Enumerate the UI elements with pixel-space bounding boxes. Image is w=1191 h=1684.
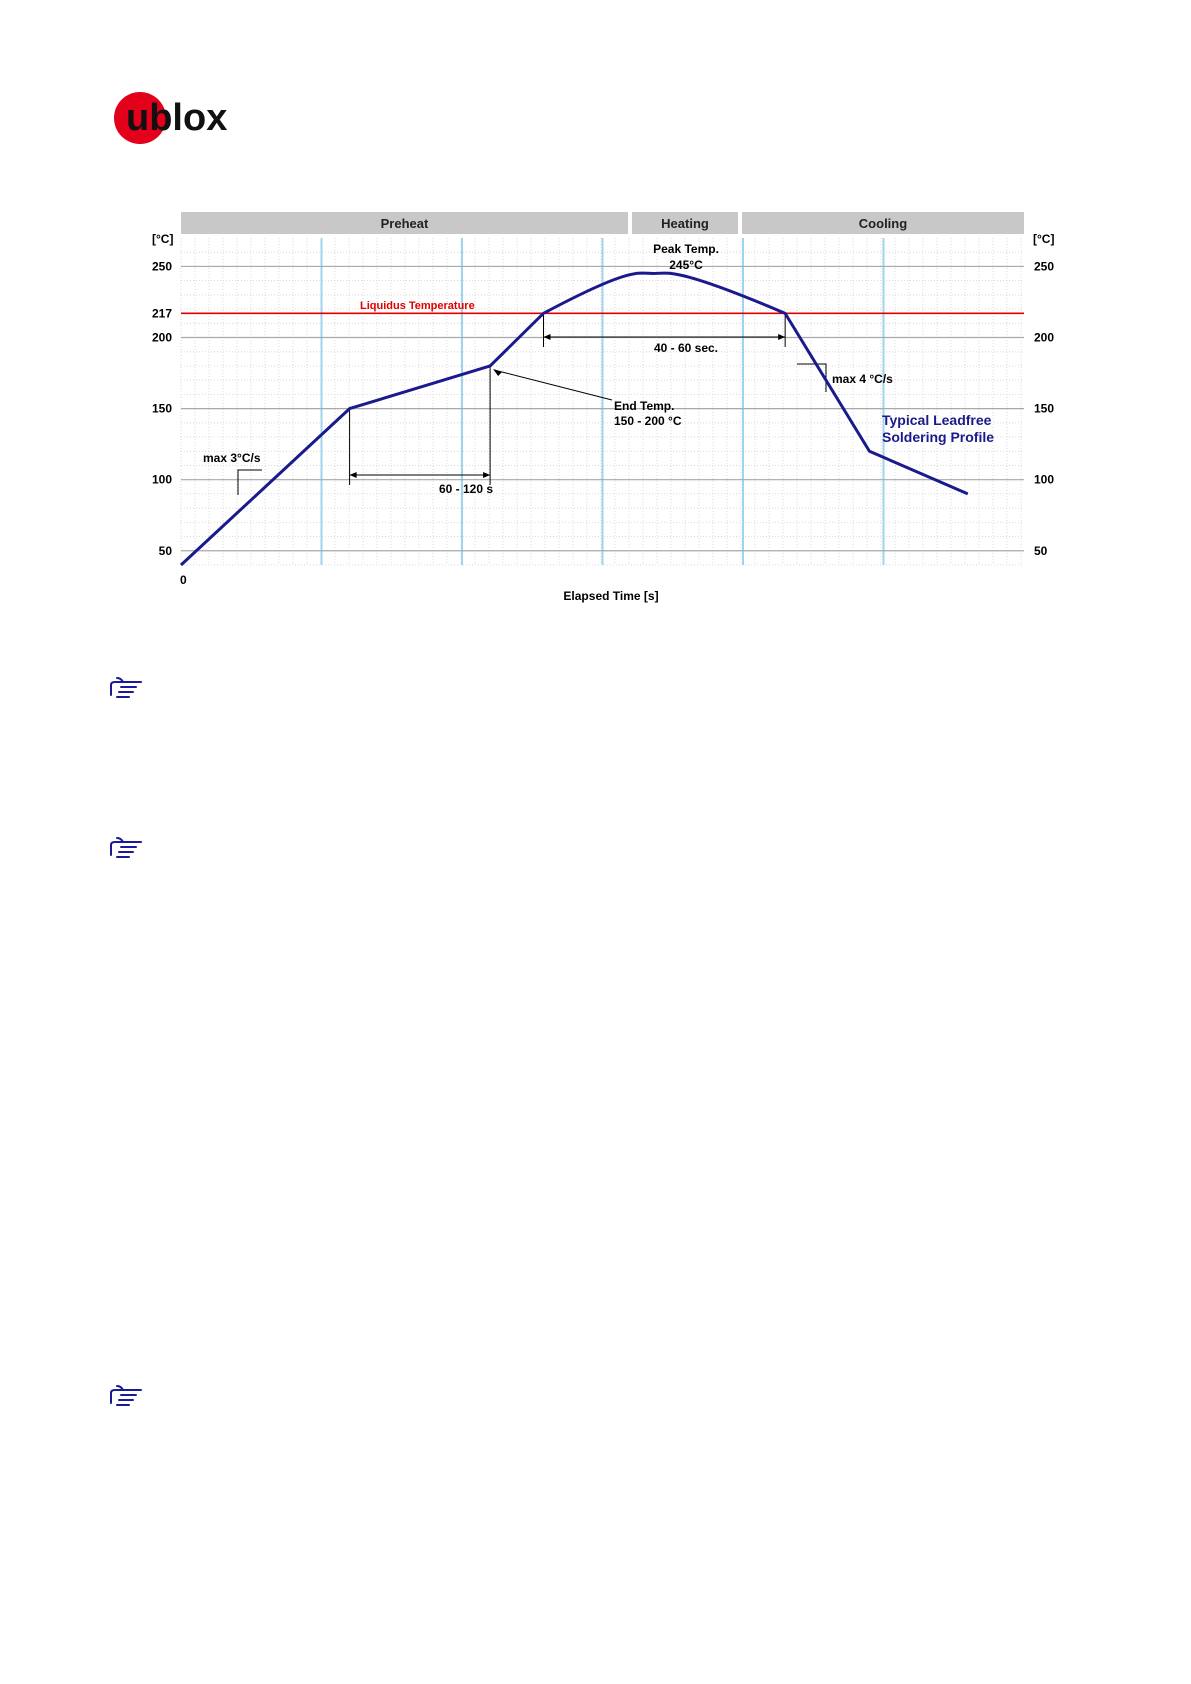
end-temp-title: End Temp. [614, 399, 674, 413]
peak-temp-value: 245°C [669, 258, 703, 272]
liquidus-label: Liquidus Temperature [360, 300, 475, 312]
phase-label: Heating [661, 216, 709, 231]
x-axis-label: Elapsed Time [s] [563, 589, 658, 603]
y-tick-left: 200 [152, 331, 172, 345]
preheat-arrow-head [349, 472, 357, 478]
axis-labels: 50 100 150 200 217 250 50 100 150 200 250 [152, 259, 1054, 557]
phase-bar [632, 212, 738, 234]
pointing-hand-icon [110, 837, 142, 858]
y-tick-left: 50 [159, 544, 173, 558]
y-tick-right: 50 [1034, 544, 1048, 558]
x-origin-label: 0 [180, 573, 187, 587]
ramp-down-label: max 4 °C/s [832, 372, 893, 386]
phase-bar [742, 212, 1024, 234]
legend-line-2: Soldering Profile [882, 429, 994, 445]
logo-circle [114, 92, 166, 144]
y-axis-label-right: [°C] [1033, 232, 1054, 246]
logo-text: ublox [126, 97, 227, 139]
y-tick-left: 150 [152, 402, 172, 416]
end-temp-pointer-head [493, 368, 503, 376]
legend-line-1: Typical Leadfree [882, 412, 992, 428]
phase-label: Cooling [859, 216, 907, 231]
tal-arrow-head [778, 334, 786, 340]
end-temp-pointer [493, 369, 613, 401]
pointing-hand-icon [110, 1385, 142, 1406]
tal-arrow-head [543, 334, 551, 340]
ublox-logo: ublox [114, 92, 227, 144]
y-tick-left: 217 [152, 306, 172, 320]
y-tick-left: 250 [152, 259, 172, 273]
y-tick-left: 100 [152, 473, 172, 487]
preheat-duration-label: 60 - 120 s [439, 482, 493, 496]
y-tick-right: 200 [1034, 331, 1054, 345]
y-tick-right: 100 [1034, 473, 1054, 487]
dimension-markers [237, 313, 827, 495]
peak-temp-title: Peak Temp. [653, 242, 719, 256]
profile-line [179, 271, 969, 567]
ramp-up-triangle [237, 469, 262, 495]
pointing-hand-icon [110, 677, 142, 698]
soldering-profile-chart: Preheat Heating Cooling 501001502002172505… [152, 212, 1054, 603]
y-tick-right: 250 [1034, 259, 1054, 273]
time-above-liquidus-label: 40 - 60 sec. [654, 341, 718, 355]
end-temp-value: 150 - 200 °C [614, 414, 682, 428]
phase-header: Preheat Heating Cooling [181, 212, 1024, 234]
preheat-arrow-head [483, 472, 491, 478]
y-tick-right: 150 [1034, 402, 1054, 416]
phase-label: Preheat [381, 216, 429, 231]
chart-grid [180, 238, 1024, 566]
ramp-up-label: max 3°C/s [203, 451, 261, 465]
y-axis-label-left: [°C] [152, 232, 173, 246]
phase-bar [181, 212, 628, 234]
